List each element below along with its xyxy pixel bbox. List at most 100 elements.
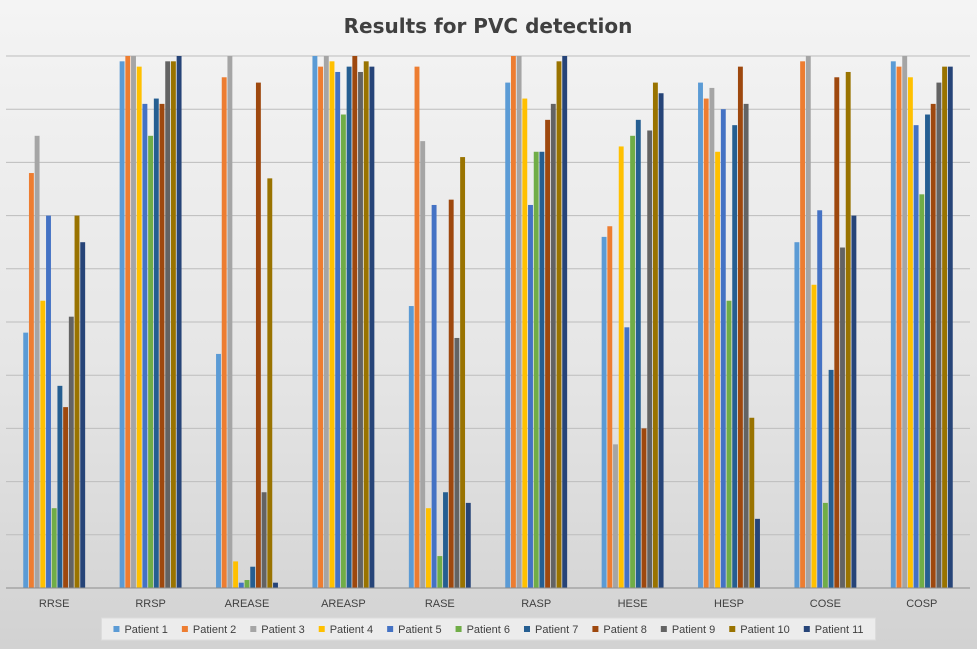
legend-label: Patient 6 <box>467 624 510 636</box>
legend-label: Patient 11 <box>815 624 864 636</box>
legend-label: Patient 4 <box>330 624 373 636</box>
legend-swatch <box>181 626 188 632</box>
bar-rrsp-patient-1 <box>119 61 125 588</box>
bar-hese-patient-5 <box>624 327 630 588</box>
bar-arease-patient-9 <box>261 492 267 588</box>
bar-rase-patient-4 <box>425 508 431 588</box>
bar-hese-patient-4 <box>618 146 624 588</box>
bar-cose-patient-11 <box>851 215 857 588</box>
bar-cosp-patient-9 <box>936 82 942 588</box>
x-tick-label: AREASE <box>225 598 270 610</box>
bar-cose-patient-5 <box>817 210 823 588</box>
bar-rasp-patient-10 <box>556 61 562 588</box>
bar-cosp-patient-11 <box>947 66 953 588</box>
bar-cosp-patient-10 <box>942 66 948 588</box>
bar-hese-patient-9 <box>647 130 653 589</box>
legend: Patient 1 Patient 2 Patient 3 Patient 4 Pati… <box>100 617 877 641</box>
bar-rase-patient-11 <box>465 502 471 588</box>
x-tick-labels: RRSE RRSP AREASE AREASP RASE RASP HESE HESP COSE… <box>39 598 937 610</box>
x-tick-label: AREASP <box>321 598 366 610</box>
x-tick-label: HESP <box>714 598 744 610</box>
bar-cose-patient-7 <box>828 369 834 588</box>
bar-cose-patient-4 <box>811 284 817 588</box>
bar-rrse-patient-2 <box>28 173 34 589</box>
x-tick-label: RASE <box>425 598 455 610</box>
bar-cosp-patient-3 <box>902 56 908 588</box>
bar-rase-patient-10 <box>460 157 466 588</box>
bar-arease-patient-8 <box>255 82 261 588</box>
legend-item: Patient 4 <box>318 624 373 636</box>
legend-swatch <box>455 626 462 632</box>
bar-rasp-patient-5 <box>528 204 533 588</box>
bar-cose-patient-9 <box>840 247 845 588</box>
bar-arease-patient-2 <box>221 77 227 588</box>
bar-cosp-patient-1 <box>890 61 896 588</box>
bar-hese-patient-3 <box>613 444 618 588</box>
legend-item: Patient 9 <box>660 624 715 636</box>
bar-cosp-patient-5 <box>913 125 919 588</box>
bar-hesp-patient-11 <box>755 518 760 588</box>
bar-areasp-patient-9 <box>358 71 363 588</box>
bar-hesp-patient-4 <box>715 151 721 588</box>
bar-rrse-patient-4 <box>40 300 46 588</box>
bar-rrse-patient-1 <box>23 332 29 588</box>
bar-cosp-patient-4 <box>907 77 913 588</box>
bar-arease-patient-11 <box>273 582 278 588</box>
legend-item: Patient 2 <box>181 624 236 636</box>
bar-arease-patient-3 <box>227 56 233 588</box>
bar-hese-patient-8 <box>641 428 647 588</box>
legend-item: Patient 5 <box>387 624 442 636</box>
legend-label: Patient 8 <box>603 624 646 636</box>
legend-label: Patient 2 <box>193 624 236 636</box>
bar-hesp-patient-8 <box>737 66 743 588</box>
legend-swatch <box>250 626 257 632</box>
bar-hesp-patient-10 <box>749 417 755 588</box>
bar-hesp-patient-7 <box>732 125 738 588</box>
bar-rasp-patient-9 <box>550 103 556 588</box>
bar-hese-patient-11 <box>658 93 664 589</box>
bar-arease-patient-5 <box>238 582 244 588</box>
bar-areasp-patient-7 <box>346 66 352 588</box>
bar-cosp-patient-7 <box>925 114 930 589</box>
legend-item: Patient 6 <box>455 624 510 636</box>
bar-areasp-patient-11 <box>369 66 375 588</box>
bar-areasp-patient-8 <box>352 56 358 588</box>
bar-areasp-patient-6 <box>340 114 346 589</box>
bar-rasp-patient-2 <box>510 56 516 588</box>
bar-arease-patient-4 <box>233 561 239 588</box>
legend-swatch <box>318 626 325 632</box>
bar-rasp-patient-4 <box>522 98 528 588</box>
bar-areasp-patient-5 <box>335 71 341 588</box>
bar-rrsp-patient-10 <box>170 61 176 588</box>
legend-swatch <box>592 626 599 632</box>
x-tick-label: COSP <box>906 598 937 610</box>
legend-label: Patient 9 <box>672 624 715 636</box>
legend-swatch <box>803 626 810 632</box>
bar-rasp-patient-3 <box>516 56 522 588</box>
bar-rrsp-patient-11 <box>176 56 182 588</box>
bar-rrse-patient-6 <box>51 508 57 588</box>
bar-rase-patient-7 <box>443 492 448 588</box>
bar-arease-patient-7 <box>250 566 256 588</box>
bar-hesp-patient-3 <box>709 87 715 589</box>
bar-hesp-patient-6 <box>726 300 732 588</box>
bar-rrse-patient-9 <box>68 316 74 588</box>
x-tick-label: RRSE <box>39 598 70 610</box>
legend-label: Patient 5 <box>398 624 441 636</box>
bar-rase-patient-2 <box>414 66 420 588</box>
bar-rrsp-patient-4 <box>136 66 142 588</box>
bar-cose-patient-1 <box>794 242 800 588</box>
bar-rasp-patient-8 <box>545 119 551 588</box>
bar-cose-patient-6 <box>822 502 828 588</box>
bar-cose-patient-8 <box>834 77 840 588</box>
bar-hese-patient-1 <box>601 236 607 588</box>
bar-hesp-patient-9 <box>743 103 749 588</box>
bar-hese-patient-2 <box>607 226 613 589</box>
x-tick-label: HESE <box>618 598 648 610</box>
bar-rasp-patient-1 <box>505 82 511 588</box>
legend-swatch <box>387 626 394 632</box>
legend-item: Patient 1 <box>113 624 168 636</box>
bar-rrsp-patient-8 <box>159 103 165 588</box>
bar-cose-patient-10 <box>845 71 851 588</box>
legend-label: Patient 1 <box>124 624 167 636</box>
